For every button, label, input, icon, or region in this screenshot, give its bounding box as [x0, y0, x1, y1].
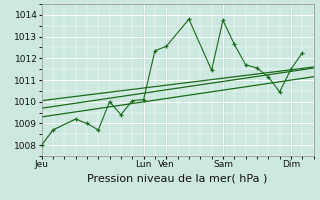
- X-axis label: Pression niveau de la mer( hPa ): Pression niveau de la mer( hPa ): [87, 173, 268, 183]
